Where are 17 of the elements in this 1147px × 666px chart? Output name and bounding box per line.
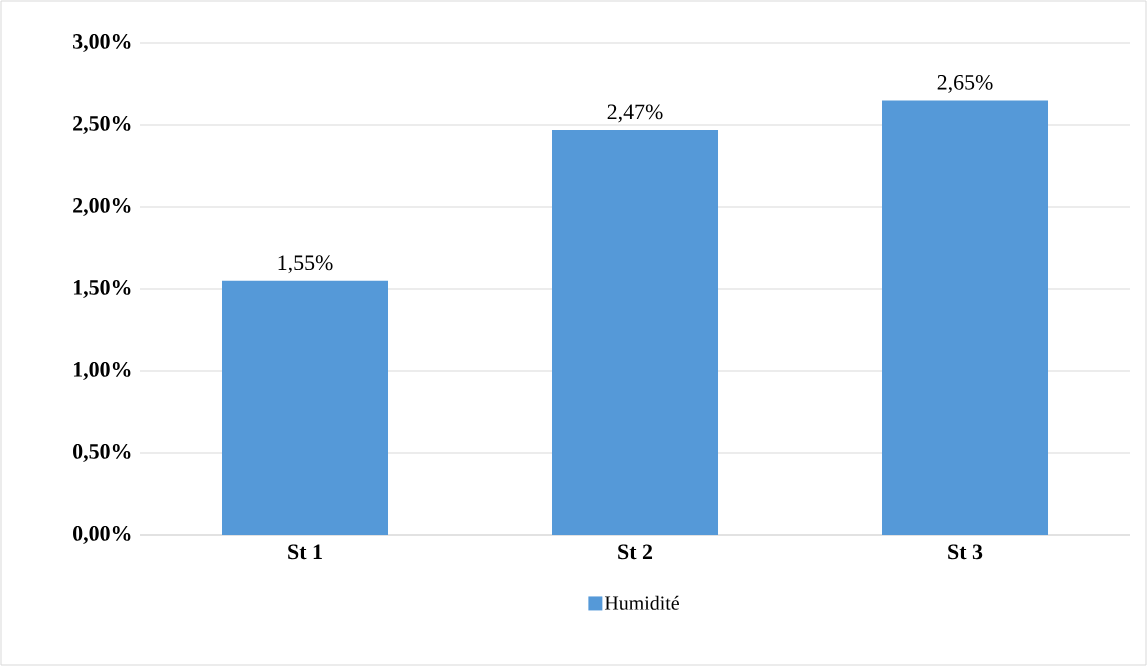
y-tick-label: 3,00%: [73, 34, 131, 52]
x-tick-label: St 1: [288, 544, 322, 560]
data-label: 1,55%: [278, 255, 333, 274]
legend-label: Humidité: [604, 595, 679, 610]
bar: [882, 100, 1049, 535]
x-tick-label: St 2: [618, 544, 653, 560]
y-tick-label: 2,00%: [73, 198, 131, 216]
y-tick-label: 2,50%: [73, 116, 131, 134]
data-label: 2,65%: [937, 74, 993, 93]
y-tick-label: 0,00%: [73, 526, 131, 544]
bar: [222, 280, 388, 535]
y-tick-label: 0,50%: [73, 444, 131, 462]
bar: [552, 129, 719, 535]
y-tick-label: 1,50%: [73, 280, 131, 298]
data-label: 2,47%: [607, 104, 663, 123]
y-tick-label: 1,00%: [73, 362, 131, 380]
x-tick-label: St 3: [948, 544, 983, 560]
